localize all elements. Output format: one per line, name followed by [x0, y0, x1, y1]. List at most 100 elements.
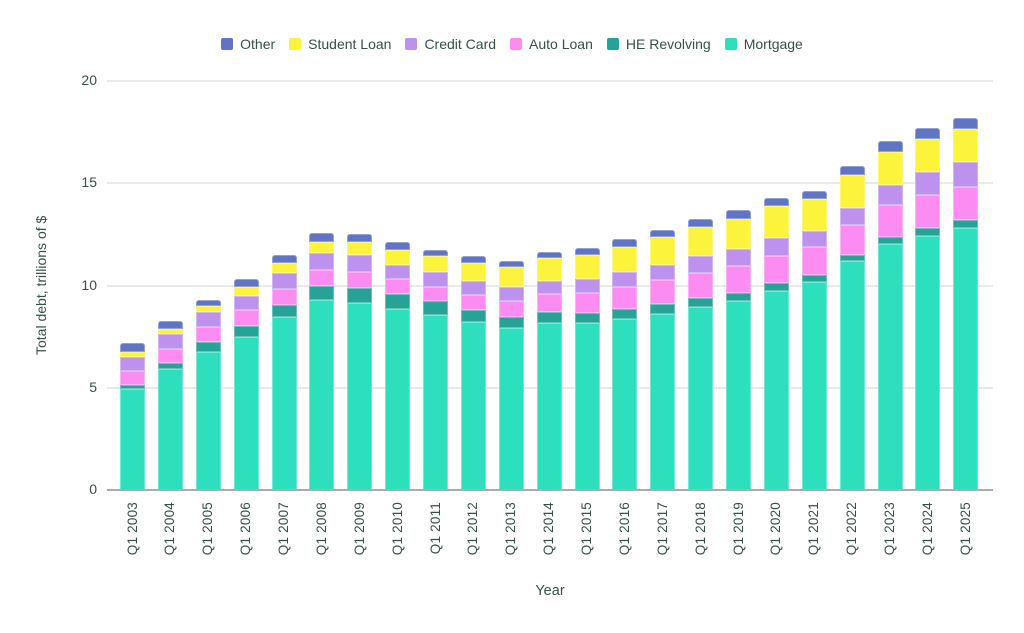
bar-segment-student_loan	[574, 254, 600, 279]
bar-segment-mortgage	[726, 301, 751, 490]
legend-label-auto_loan: Auto Loan	[529, 36, 593, 52]
x-axis-tick-label: Q1 2021	[806, 502, 822, 556]
y-tick-label: 10	[81, 276, 97, 293]
bar-stack	[915, 128, 941, 490]
x-axis-tick-label: Q1 2022	[844, 502, 860, 556]
bar-stack	[271, 255, 297, 490]
bar-segment-auto_loan	[763, 255, 789, 284]
x-axis-tick-label: Q1 2004	[162, 502, 178, 556]
x-axis-tick-label: Q1 2005	[200, 502, 216, 556]
legend-label-other: Other	[240, 36, 276, 52]
legend-item-he_revolving: HE Revolving	[606, 36, 711, 52]
bar-segment-mortgage	[953, 228, 979, 490]
bar-segment-he_revolving	[498, 316, 524, 328]
y-tick-label: 5	[89, 378, 97, 395]
gridline	[107, 80, 993, 82]
bar-segment-student_loan	[688, 227, 714, 257]
bar-segment-mortgage	[688, 307, 714, 490]
x-axis-line	[107, 489, 993, 491]
bar-segment-credit_card	[385, 264, 411, 280]
bar-segment-other	[498, 260, 524, 267]
bar-segment-he_revolving	[688, 298, 714, 308]
bar-segment-other	[688, 219, 714, 228]
bar-segment-other	[536, 251, 562, 259]
bar-segment-credit_card	[688, 256, 714, 274]
legend-swatch-he_revolving	[606, 38, 619, 50]
bar-segment-auto_loan	[157, 348, 183, 363]
bar-stack	[726, 210, 751, 490]
bar-stack	[195, 300, 221, 490]
bar-segment-credit_card	[915, 171, 941, 195]
bar-segment-credit_card	[839, 207, 865, 225]
y-tick-label: 0	[89, 481, 97, 497]
bar-segment-student_loan	[309, 241, 335, 254]
bar-segment-auto_loan	[233, 310, 259, 327]
bar-segment-credit_card	[612, 272, 638, 287]
bar-segment-other	[726, 210, 751, 219]
bar-segment-other	[195, 300, 221, 306]
bar-segment-auto_loan	[574, 292, 600, 313]
bar-segment-he_revolving	[801, 274, 827, 283]
bar-stack	[157, 320, 183, 490]
bar-segment-mortgage	[460, 322, 486, 490]
bar-segment-auto_loan	[650, 280, 676, 305]
bar-segment-mortgage	[650, 313, 676, 490]
bar-segment-auto_loan	[195, 326, 221, 343]
legend-item-auto_loan: Auto Loan	[510, 36, 593, 52]
bar-segment-credit_card	[953, 162, 979, 187]
bar-segment-mortgage	[763, 291, 789, 490]
bar-segment-auto_loan	[726, 266, 751, 293]
bar-segment-student_loan	[460, 262, 486, 282]
bar-segment-student_loan	[953, 129, 979, 163]
bar-stack	[763, 197, 789, 490]
x-axis-tick-label: Q1 2019	[730, 502, 746, 556]
bar-stack	[536, 251, 562, 490]
bar-stack	[650, 229, 676, 490]
bar-segment-student_loan	[233, 286, 259, 296]
bar-stack	[347, 233, 373, 490]
bar-segment-he_revolving	[120, 384, 145, 390]
bar-stack	[233, 279, 259, 490]
plot-area	[107, 80, 993, 490]
bar-segment-he_revolving	[536, 312, 562, 324]
bar-segment-mortgage	[309, 300, 335, 490]
bar-segment-mortgage	[233, 336, 259, 490]
bar-segment-auto_loan	[801, 246, 827, 275]
bar-segment-other	[271, 255, 297, 264]
x-axis-tick-label: Q1 2016	[616, 502, 632, 556]
bar-stack	[309, 233, 335, 490]
bar-segment-credit_card	[195, 312, 221, 327]
bar-segment-auto_loan	[612, 286, 638, 309]
bar-stack	[612, 239, 638, 490]
bar-segment-he_revolving	[650, 304, 676, 314]
gridline	[107, 182, 993, 185]
legend-label-student_loan: Student Loan	[308, 36, 392, 52]
bar-segment-other	[347, 233, 373, 242]
bar-segment-auto_loan	[498, 300, 524, 317]
legend: Other Student Loan Credit Card Auto Loan HE …	[0, 36, 1024, 52]
bar-segment-other	[877, 141, 903, 153]
x-axis-tick-label: Q1 2017	[654, 502, 670, 556]
y-tick-label: 15	[81, 174, 97, 191]
legend-swatch-credit_card	[405, 38, 418, 50]
bar-segment-mortgage	[839, 261, 865, 490]
bar-segment-credit_card	[423, 272, 448, 287]
bar-segment-student_loan	[650, 237, 676, 265]
x-axis-tick-label: Q1 2015	[579, 502, 594, 556]
bar-segment-auto_loan	[271, 288, 297, 306]
bar-segment-other	[157, 320, 183, 329]
bar-segment-mortgage	[423, 314, 448, 490]
bar-segment-mortgage	[120, 389, 145, 490]
bar-segment-other	[460, 256, 486, 263]
bar-segment-he_revolving	[915, 227, 941, 236]
bar-stack	[460, 256, 486, 490]
bar-segment-credit_card	[120, 357, 145, 372]
bar-segment-mortgage	[498, 327, 524, 490]
bar-segment-credit_card	[271, 273, 297, 289]
bar-segment-he_revolving	[423, 300, 448, 315]
bar-segment-mortgage	[536, 323, 562, 490]
legend-swatch-student_loan	[289, 38, 302, 50]
bar-segment-auto_loan	[536, 294, 562, 313]
bar-stack	[877, 141, 903, 490]
bar-segment-credit_card	[460, 281, 486, 295]
